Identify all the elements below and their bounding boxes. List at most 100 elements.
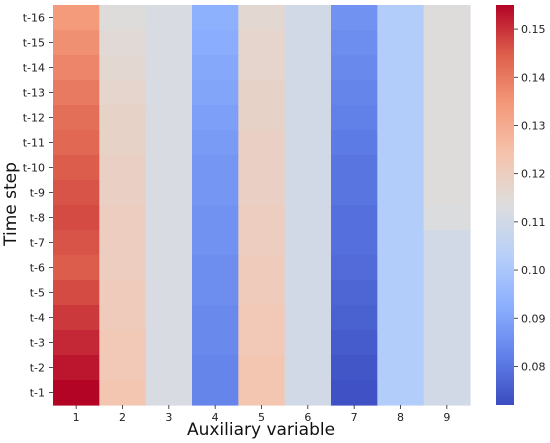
heatmap-cell — [284, 155, 332, 181]
heatmap-cell — [99, 5, 147, 31]
heatmap-cell — [377, 230, 425, 256]
heatmap-cell — [423, 330, 471, 356]
colorbar-tick-label: 0.12 — [521, 168, 546, 181]
heatmap-cell — [145, 380, 193, 406]
heatmap-cell — [423, 80, 471, 106]
heatmap-cell — [331, 255, 378, 281]
heatmap-cell — [284, 255, 332, 281]
heatmap-cell — [238, 305, 286, 331]
heatmap-cell — [238, 30, 286, 56]
heatmap-cell — [192, 330, 239, 356]
heatmap-cell — [238, 105, 286, 131]
heatmap-cell — [331, 80, 378, 106]
y-tick-label: t-3 — [30, 337, 45, 350]
heatmap-cell — [53, 105, 100, 131]
heatmap-cell — [423, 230, 471, 256]
heatmap-cell — [423, 380, 471, 406]
heatmap-cell — [423, 105, 471, 131]
heatmap-cell — [53, 155, 100, 181]
y-tick-label: t-16 — [23, 12, 45, 25]
heatmap-cell — [145, 205, 193, 231]
heatmap-cell — [331, 280, 378, 306]
heatmap-cell — [53, 305, 100, 331]
y-tick-label: t-9 — [30, 187, 45, 200]
heatmap-cell — [238, 130, 286, 156]
x-tick-label: 4 — [212, 411, 219, 424]
y-tick-label: t-7 — [30, 237, 45, 250]
heatmap-cell — [99, 55, 147, 81]
heatmap-cell — [99, 355, 147, 381]
heatmap-cell — [284, 55, 332, 81]
heatmap-cell — [284, 380, 332, 406]
heatmap-cell — [331, 380, 378, 406]
heatmap-cell — [284, 355, 332, 381]
heatmap-cell — [377, 155, 425, 181]
heatmap-cell — [284, 5, 332, 31]
heatmap-cell — [53, 355, 100, 381]
heatmap-cell — [99, 80, 147, 106]
heatmap-cell — [145, 330, 193, 356]
heatmap-cell — [192, 305, 239, 331]
heatmap-cell — [145, 355, 193, 381]
heatmap-cell — [192, 280, 239, 306]
colorbar-tick-label: 0.15 — [521, 23, 546, 36]
y-tick-label: t-11 — [23, 137, 45, 150]
heatmap-cell — [423, 255, 471, 281]
colorbar-tick-label: 0.09 — [521, 312, 546, 325]
heatmap-cell — [53, 230, 100, 256]
heatmap-cell — [423, 5, 471, 31]
heatmap-cell — [53, 55, 100, 81]
y-tick-labels: t-16 t-15 t-14 t-13 t-12 t-11 t-10 t-9 t-8 t-7 t-6… — [23, 12, 53, 400]
heatmap-cell — [145, 30, 193, 56]
heatmap-cell — [331, 105, 378, 131]
heatmap-cell — [192, 130, 239, 156]
x-tick-label: 5 — [258, 411, 265, 424]
x-tick-labels: 1 2 3 4 5 6 7 8 9 — [73, 405, 450, 424]
heatmap-cell — [331, 355, 378, 381]
heatmap-cell — [192, 105, 239, 131]
heatmap-cell — [238, 230, 286, 256]
heatmap-cell — [99, 305, 147, 331]
x-tick-label: 9 — [443, 411, 450, 424]
heatmap-cell — [423, 305, 471, 331]
heatmap-cell — [53, 330, 100, 356]
heatmap-cell — [377, 55, 425, 81]
heatmap-cell — [238, 55, 286, 81]
y-tick-label: t-8 — [30, 212, 45, 225]
heatmap-cell — [331, 330, 378, 356]
heatmap-cell — [423, 130, 471, 156]
x-tick-label: 6 — [304, 411, 311, 424]
heatmap-cell — [192, 180, 239, 206]
y-tick-label: t-13 — [23, 87, 45, 100]
heatmap-cell — [53, 205, 100, 231]
x-axis-label: Auxiliary variable — [187, 420, 335, 440]
heatmap-cell — [423, 155, 471, 181]
colorbar-tick-label: 0.14 — [521, 71, 546, 84]
heatmap-cell — [331, 305, 378, 331]
y-tick-label: t-4 — [30, 312, 45, 325]
heatmap-cell — [423, 55, 471, 81]
heatmap-cell — [331, 130, 378, 156]
heatmap-cell — [53, 5, 100, 31]
heatmap-cell — [284, 305, 332, 331]
heatmap-cell — [238, 330, 286, 356]
y-tick-label: t-14 — [23, 62, 45, 75]
colorbar — [496, 5, 514, 405]
heatmap-cell — [99, 230, 147, 256]
colorbar-tick-label: 0.13 — [521, 119, 546, 132]
heatmap-cell — [145, 5, 193, 31]
heatmap-cell — [99, 380, 147, 406]
x-tick-label: 8 — [397, 411, 404, 424]
heatmap-cell — [331, 5, 378, 31]
heatmap-cell — [145, 255, 193, 281]
heatmap-cell — [284, 230, 332, 256]
heatmap-cell — [377, 280, 425, 306]
y-tick-label: t-1 — [30, 387, 45, 400]
heatmap-cell — [99, 280, 147, 306]
colorbar-tick-label: 0.11 — [521, 216, 546, 229]
heatmap-cell — [377, 5, 425, 31]
heatmap-cell — [377, 130, 425, 156]
heatmap-cell — [53, 255, 100, 281]
heatmap-cell — [284, 280, 332, 306]
